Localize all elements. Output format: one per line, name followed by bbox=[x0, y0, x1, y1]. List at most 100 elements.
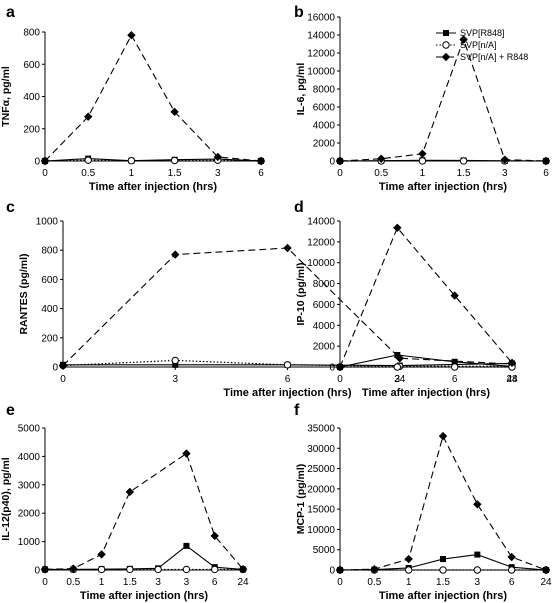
data-point bbox=[474, 551, 481, 558]
y-tick-label: 400 bbox=[23, 92, 40, 103]
y-tick-label: 8000 bbox=[313, 85, 336, 96]
data-point bbox=[507, 358, 517, 368]
data-point bbox=[171, 250, 180, 259]
x-tick-label: 0 bbox=[337, 374, 343, 385]
y-tick-label: 10000 bbox=[307, 67, 335, 78]
data-point bbox=[97, 565, 106, 574]
data-point bbox=[211, 565, 219, 574]
x-tick-label: 24 bbox=[506, 374, 518, 385]
y-tick-label: 5000 bbox=[18, 424, 41, 435]
chart-panel-e: 0 1000 2000 3000 4000 5000 0 0.5 1 1.5 3 3 6 24 Time a… bbox=[0, 402, 249, 602]
data-point bbox=[127, 31, 136, 40]
data-point bbox=[238, 564, 248, 574]
y-tick-label: 16000 bbox=[307, 13, 335, 24]
y-tick-label: 35000 bbox=[307, 424, 335, 435]
y-tick-label: 800 bbox=[23, 28, 40, 39]
data-point bbox=[404, 566, 413, 574]
data-point bbox=[335, 565, 345, 575]
y-tick-label: 5000 bbox=[313, 545, 336, 556]
x-tick-label: 3 bbox=[172, 374, 178, 385]
y-tick-label: 1000 bbox=[36, 217, 59, 228]
x-tick-label: 1 bbox=[406, 577, 412, 588]
y-tick-label: 4000 bbox=[313, 321, 336, 332]
data-point bbox=[335, 362, 345, 372]
x-tick-label: 0 bbox=[42, 168, 48, 179]
y-axis-title: TNFα, pg/ml bbox=[0, 66, 12, 127]
y-tick-label: 600 bbox=[41, 275, 58, 286]
y-tick-label: 0 bbox=[329, 566, 335, 577]
x-axis-title: Time after injection (hrs) bbox=[89, 181, 217, 193]
x-tick-label: 6 bbox=[543, 168, 549, 179]
x-tick-label: 0.5 bbox=[66, 577, 80, 588]
legend-label: SVP[n/A] bbox=[460, 40, 497, 50]
x-tick-label: 1.5 bbox=[123, 577, 137, 588]
y-tick-label: 1000 bbox=[18, 537, 41, 548]
series-line bbox=[44, 159, 262, 162]
data-point bbox=[418, 157, 427, 165]
legend-label: SVP[n/A] + R848 bbox=[460, 52, 528, 62]
data-point bbox=[171, 356, 179, 365]
data-point bbox=[213, 152, 222, 162]
x-tick-label: 1 bbox=[129, 168, 135, 179]
y-tick-label: 14000 bbox=[307, 31, 335, 42]
data-point bbox=[172, 361, 179, 368]
x-axis-title: Time after injection (hrs) bbox=[223, 387, 351, 399]
y-tick-label: 8000 bbox=[313, 279, 336, 290]
y-tick-label: 600 bbox=[23, 60, 40, 71]
x-tick-label: 0.5 bbox=[367, 577, 381, 588]
x-tick-label: 48 bbox=[506, 374, 518, 385]
y-tick-label: 200 bbox=[23, 124, 40, 135]
series-line bbox=[339, 354, 513, 368]
data-point bbox=[58, 361, 68, 370]
x-tick-label: 24 bbox=[540, 577, 552, 588]
chart-panel-b: 0 2000 4000 6000 8000 10000 12000 14000 16000 0 0.… bbox=[294, 4, 551, 193]
y-tick-label: 4000 bbox=[313, 121, 336, 132]
data-point bbox=[393, 363, 402, 371]
data-point bbox=[541, 156, 551, 166]
y-tick-label: 2000 bbox=[18, 509, 41, 520]
data-point bbox=[439, 566, 447, 574]
x-tick-label: 3 bbox=[502, 168, 508, 179]
data-point bbox=[170, 107, 179, 117]
series-line bbox=[62, 247, 513, 366]
legend-marker bbox=[443, 30, 449, 36]
legend-label: SVP[R848] bbox=[460, 28, 505, 38]
data-point bbox=[256, 156, 266, 166]
legend-marker bbox=[441, 52, 451, 62]
panel-letter: d bbox=[294, 199, 304, 216]
data-point bbox=[404, 554, 413, 564]
x-tick-label: 3 bbox=[215, 168, 221, 179]
series-line bbox=[339, 37, 547, 162]
x-tick-label: 1.5 bbox=[168, 168, 182, 179]
x-tick-label: 0 bbox=[42, 577, 48, 588]
x-tick-label: 6 bbox=[212, 577, 218, 588]
x-tick-label: 6 bbox=[285, 374, 291, 385]
y-tick-label: 4000 bbox=[18, 452, 41, 463]
data-point bbox=[473, 566, 482, 574]
x-tick-label: 0 bbox=[337, 577, 343, 588]
series-line bbox=[44, 158, 262, 162]
data-point bbox=[541, 565, 551, 575]
data-point bbox=[182, 565, 191, 574]
x-tick-label: 0 bbox=[60, 374, 66, 385]
panel-letter: b bbox=[294, 4, 304, 21]
x-tick-label: 6 bbox=[509, 577, 515, 588]
y-axis-title: IL-6, pg/ml bbox=[295, 63, 307, 116]
y-axis-title: IL-12(p40), pg/ml bbox=[0, 457, 12, 541]
x-tick-label: 3 bbox=[155, 577, 161, 588]
x-axis-title: Time after injection (hrs) bbox=[80, 590, 208, 602]
data-point bbox=[394, 352, 401, 359]
y-tick-label: 12000 bbox=[307, 237, 335, 248]
data-point bbox=[40, 565, 50, 574]
x-tick-label: 1.5 bbox=[457, 168, 471, 179]
series-line bbox=[339, 434, 547, 571]
data-point bbox=[459, 157, 468, 165]
y-axis-title: IP-10 (pg/ml) bbox=[295, 262, 307, 325]
chart-panel-d: 0 2000 4000 6000 8000 10000 12000 14000 0 3 6 24 Tim… bbox=[294, 199, 518, 399]
data-point bbox=[84, 112, 93, 121]
y-tick-label: 400 bbox=[41, 304, 58, 315]
y-axis-title: RANTES (pg/ml) bbox=[18, 253, 30, 334]
data-point bbox=[183, 542, 190, 549]
data-point bbox=[393, 223, 402, 232]
